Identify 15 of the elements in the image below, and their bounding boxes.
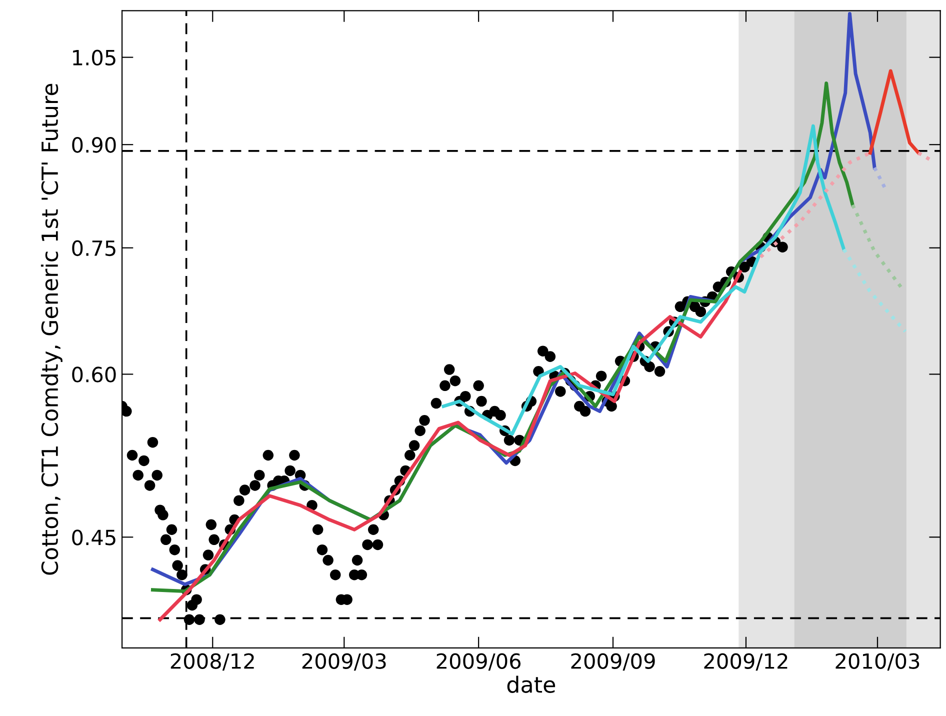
y-tick-label: 1.05	[73, 50, 116, 66]
x-tick-label: 2009/12	[704, 653, 788, 671]
line-series	[758, 151, 872, 259]
y-tick-label: 0.60	[72, 366, 116, 382]
x-tick-label: 2009/03	[302, 653, 386, 671]
x-tick-label: 2009/09	[571, 653, 655, 671]
y-tick-label: 0.90	[72, 137, 116, 153]
x-tick-label: 2010/03	[836, 653, 920, 671]
y-tick-label: 0.45	[72, 530, 116, 546]
x-axis-title: date	[507, 676, 556, 693]
line-series	[868, 69, 920, 155]
y-axis-title: Cotton, CT1 Comdty, Generic 1st 'CT' Future	[40, 84, 62, 575]
y-tick-label: 0.75	[72, 240, 116, 256]
x-tick-label: 2008/12	[170, 653, 254, 671]
x-tick-label: 2009/06	[436, 653, 521, 671]
